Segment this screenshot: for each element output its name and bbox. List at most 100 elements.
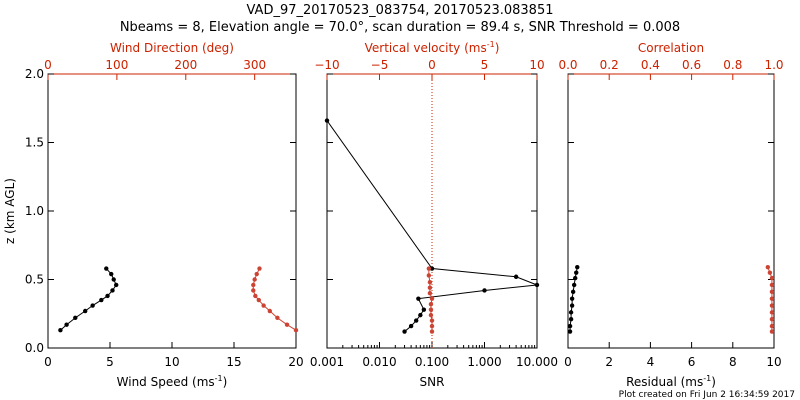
x-tick-label-bottom: 15 xyxy=(226,355,241,369)
data-point-black xyxy=(569,296,575,301)
data-point-black xyxy=(110,288,115,293)
data-point-red xyxy=(428,307,434,312)
data-point-black xyxy=(402,329,407,334)
panel-residual: 0 2 4 6 8 10 0.0 0.2 0.4 0.6 0.8 1.0 Residual (ms-1… xyxy=(558,41,783,389)
data-point-black xyxy=(114,282,119,288)
x-tick-label-top: 5 xyxy=(481,58,489,72)
data-point-black xyxy=(111,277,116,282)
data-point-red xyxy=(429,323,435,329)
data-point-red xyxy=(769,275,775,281)
x-tick-label-bottom: 0 xyxy=(564,355,572,369)
data-point-red xyxy=(257,266,262,271)
x-tick-label-top: −10 xyxy=(314,58,339,72)
x-tick-label-top: 0.0 xyxy=(558,58,577,72)
data-point-red xyxy=(769,303,775,308)
x-tick-label-bottom: 0.100 xyxy=(415,355,449,369)
data-point-red xyxy=(767,270,773,275)
data-point-red xyxy=(769,310,775,315)
x-tick-label-bottom: 0.010 xyxy=(362,355,396,369)
data-point-black xyxy=(418,312,423,318)
data-point-red xyxy=(769,289,775,295)
x-tick-label-bottom: 20 xyxy=(288,355,303,369)
data-point-black xyxy=(568,317,574,322)
panel-wind-frame xyxy=(47,73,297,349)
data-point-black xyxy=(416,296,421,301)
x-tick-label-bottom: 2 xyxy=(605,355,613,369)
data-point-black xyxy=(90,303,95,308)
data-point-red xyxy=(428,301,434,307)
panel-residual-content: 0 2 4 6 8 10 0.0 0.2 0.4 0.6 0.8 1.0 xyxy=(558,58,783,369)
data-point-red xyxy=(275,315,280,321)
data-point-black xyxy=(570,289,576,295)
panel-vertical: 0.001 0.010 0.100 1.000 10.000−10 −5 0 5 10 SNR … xyxy=(310,40,558,389)
x-tick-label-bottom: 10 xyxy=(766,355,781,369)
x-tick-label-bottom: 4 xyxy=(647,355,655,369)
data-point-black xyxy=(482,288,487,293)
x-axis-label-vertical-velocity: Vertical velocity (ms-1) xyxy=(365,40,500,55)
data-point-black xyxy=(567,323,573,329)
y-tick-label: 1.0 xyxy=(25,204,44,218)
data-point-red xyxy=(293,327,299,333)
data-point-black xyxy=(324,118,330,123)
x-tick-label-bottom: 5 xyxy=(106,355,114,369)
data-point-black xyxy=(421,307,427,312)
data-point-red xyxy=(426,273,432,278)
x-tick-label-bottom: 0 xyxy=(44,355,52,369)
data-point-black xyxy=(573,275,578,281)
y-tick-label: 1.5 xyxy=(25,136,44,150)
x-tick-label-bottom: 0.001 xyxy=(310,355,344,369)
data-point-black xyxy=(99,297,104,303)
x-axis-label-residual: Residual (ms-1) xyxy=(626,374,716,389)
data-point-red xyxy=(769,317,775,322)
data-point-red xyxy=(769,282,775,288)
x-tick-label-top: 0 xyxy=(428,58,436,72)
x-tick-label-top: 0.2 xyxy=(600,58,619,72)
x-tick-label-bottom: 8 xyxy=(729,355,737,369)
data-point-black xyxy=(575,264,580,270)
figure-subtitle: Nbeams = 8, Elevation angle = 70.0°, sca… xyxy=(120,20,680,35)
x-tick-label-top: 0.8 xyxy=(723,58,742,72)
y-tick-label: 2.0 xyxy=(25,67,44,81)
figure-title: VAD_97_20170523_083754, 20170523.083851 xyxy=(247,3,554,18)
data-point-red xyxy=(429,318,435,323)
x-tick-label-top: 200 xyxy=(174,58,197,72)
data-point-black xyxy=(109,271,114,277)
data-point-black xyxy=(567,329,573,334)
data-point-black xyxy=(574,270,579,275)
plot-created-note: Plot created on Fri Jun 2 16:34:59 2017 xyxy=(619,390,795,400)
data-point-black xyxy=(568,310,574,315)
data-point-black xyxy=(413,318,419,323)
data-point-black xyxy=(534,282,540,288)
data-point-red xyxy=(427,285,433,290)
x-axis-label-correlation: Correlation xyxy=(638,41,704,55)
x-tick-label-bottom: 10.000 xyxy=(516,355,558,369)
data-point-black xyxy=(429,266,435,271)
y-tick-label: 0.0 xyxy=(25,341,44,355)
data-point-black xyxy=(64,322,69,327)
x-tick-label-top: 300 xyxy=(243,58,266,72)
panel-residual-frame xyxy=(567,73,775,349)
x-tick-label-top: −5 xyxy=(371,58,389,72)
data-point-red xyxy=(769,329,775,334)
data-point-red xyxy=(254,271,259,277)
data-point-black xyxy=(104,266,109,271)
x-tick-label-top: 0.4 xyxy=(641,58,660,72)
data-point-red xyxy=(252,277,257,282)
x-tick-label-bottom: 6 xyxy=(688,355,696,369)
data-point-red xyxy=(267,308,273,314)
data-point-black xyxy=(105,293,110,299)
data-point-black xyxy=(408,323,414,329)
data-point-red xyxy=(251,282,256,288)
x-tick-label-top: 0 xyxy=(44,58,52,72)
y-tick-label: 0.5 xyxy=(25,273,44,287)
y-axis-label: z (km AGL) xyxy=(3,178,17,244)
x-tick-label-bottom: 1.000 xyxy=(467,355,501,369)
data-point-red xyxy=(426,266,432,271)
data-point-black xyxy=(83,308,88,314)
x-axis-label-wind-speed: Wind Speed (ms-1) xyxy=(117,374,228,389)
x-tick-label-top: 100 xyxy=(105,58,128,72)
data-point-red xyxy=(427,291,433,296)
